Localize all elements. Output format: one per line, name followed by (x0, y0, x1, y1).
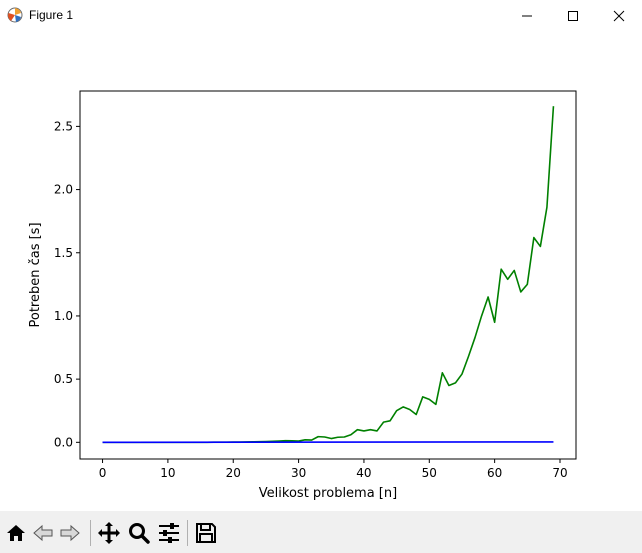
x-axis-ticks: 0 10 20 30 40 50 60 70 (99, 459, 568, 480)
x-tick-label: 50 (422, 466, 437, 480)
maximize-icon (567, 10, 579, 22)
y-tick-label: 2.5 (54, 119, 73, 133)
forward-button[interactable] (57, 520, 83, 546)
forward-icon (59, 522, 81, 544)
title-bar: Figure 1 (0, 0, 642, 32)
configure-subplots-icon (157, 521, 181, 545)
pan-button[interactable] (96, 520, 122, 546)
back-icon (32, 522, 54, 544)
toolbar-separator (187, 520, 188, 546)
x-tick-label: 40 (356, 466, 371, 480)
toolbar-separator (90, 520, 91, 546)
y-tick-label: 1.0 (54, 309, 73, 323)
x-tick-label: 20 (226, 466, 241, 480)
save-button[interactable] (193, 520, 219, 546)
plot-area (80, 91, 576, 459)
y-axis-label: Potreben čas [s] (28, 222, 43, 327)
zoom-icon (127, 521, 151, 545)
x-tick-label: 10 (160, 466, 175, 480)
y-tick-label: 1.5 (54, 246, 73, 260)
x-tick-label: 70 (552, 466, 567, 480)
navigation-toolbar (0, 511, 642, 553)
minimize-button[interactable] (504, 0, 550, 31)
y-tick-label: 0.5 (54, 372, 73, 386)
x-tick-label: 30 (291, 466, 306, 480)
close-button[interactable] (596, 0, 642, 31)
zoom-button[interactable] (126, 520, 152, 546)
home-button[interactable] (3, 520, 29, 546)
y-axis-ticks: 0.0 0.5 1.0 1.5 2.0 2.5 (54, 119, 80, 449)
configure-subplots-button[interactable] (156, 520, 182, 546)
y-tick-label: 0.0 (54, 435, 73, 449)
window-title: Figure 1 (29, 8, 73, 22)
x-tick-label: 60 (487, 466, 502, 480)
matplotlib-app-icon (7, 7, 23, 23)
save-icon (195, 522, 217, 544)
minimize-icon (521, 10, 533, 22)
y-tick-label: 2.0 (54, 183, 73, 197)
pan-icon (97, 521, 121, 545)
x-tick-label: 0 (99, 466, 107, 480)
maximize-button[interactable] (550, 0, 596, 31)
close-icon (613, 10, 625, 22)
figure-canvas: 0 10 20 30 40 50 60 70 0.0 0.5 1.0 1.5 2.0 2.5 Velik… (0, 31, 642, 511)
home-icon (5, 522, 27, 544)
x-axis-label: Velikost problema [n] (259, 486, 397, 501)
back-button[interactable] (30, 520, 56, 546)
line-chart: 0 10 20 30 40 50 60 70 0.0 0.5 1.0 1.5 2.0 2.5 Velik… (0, 31, 642, 511)
